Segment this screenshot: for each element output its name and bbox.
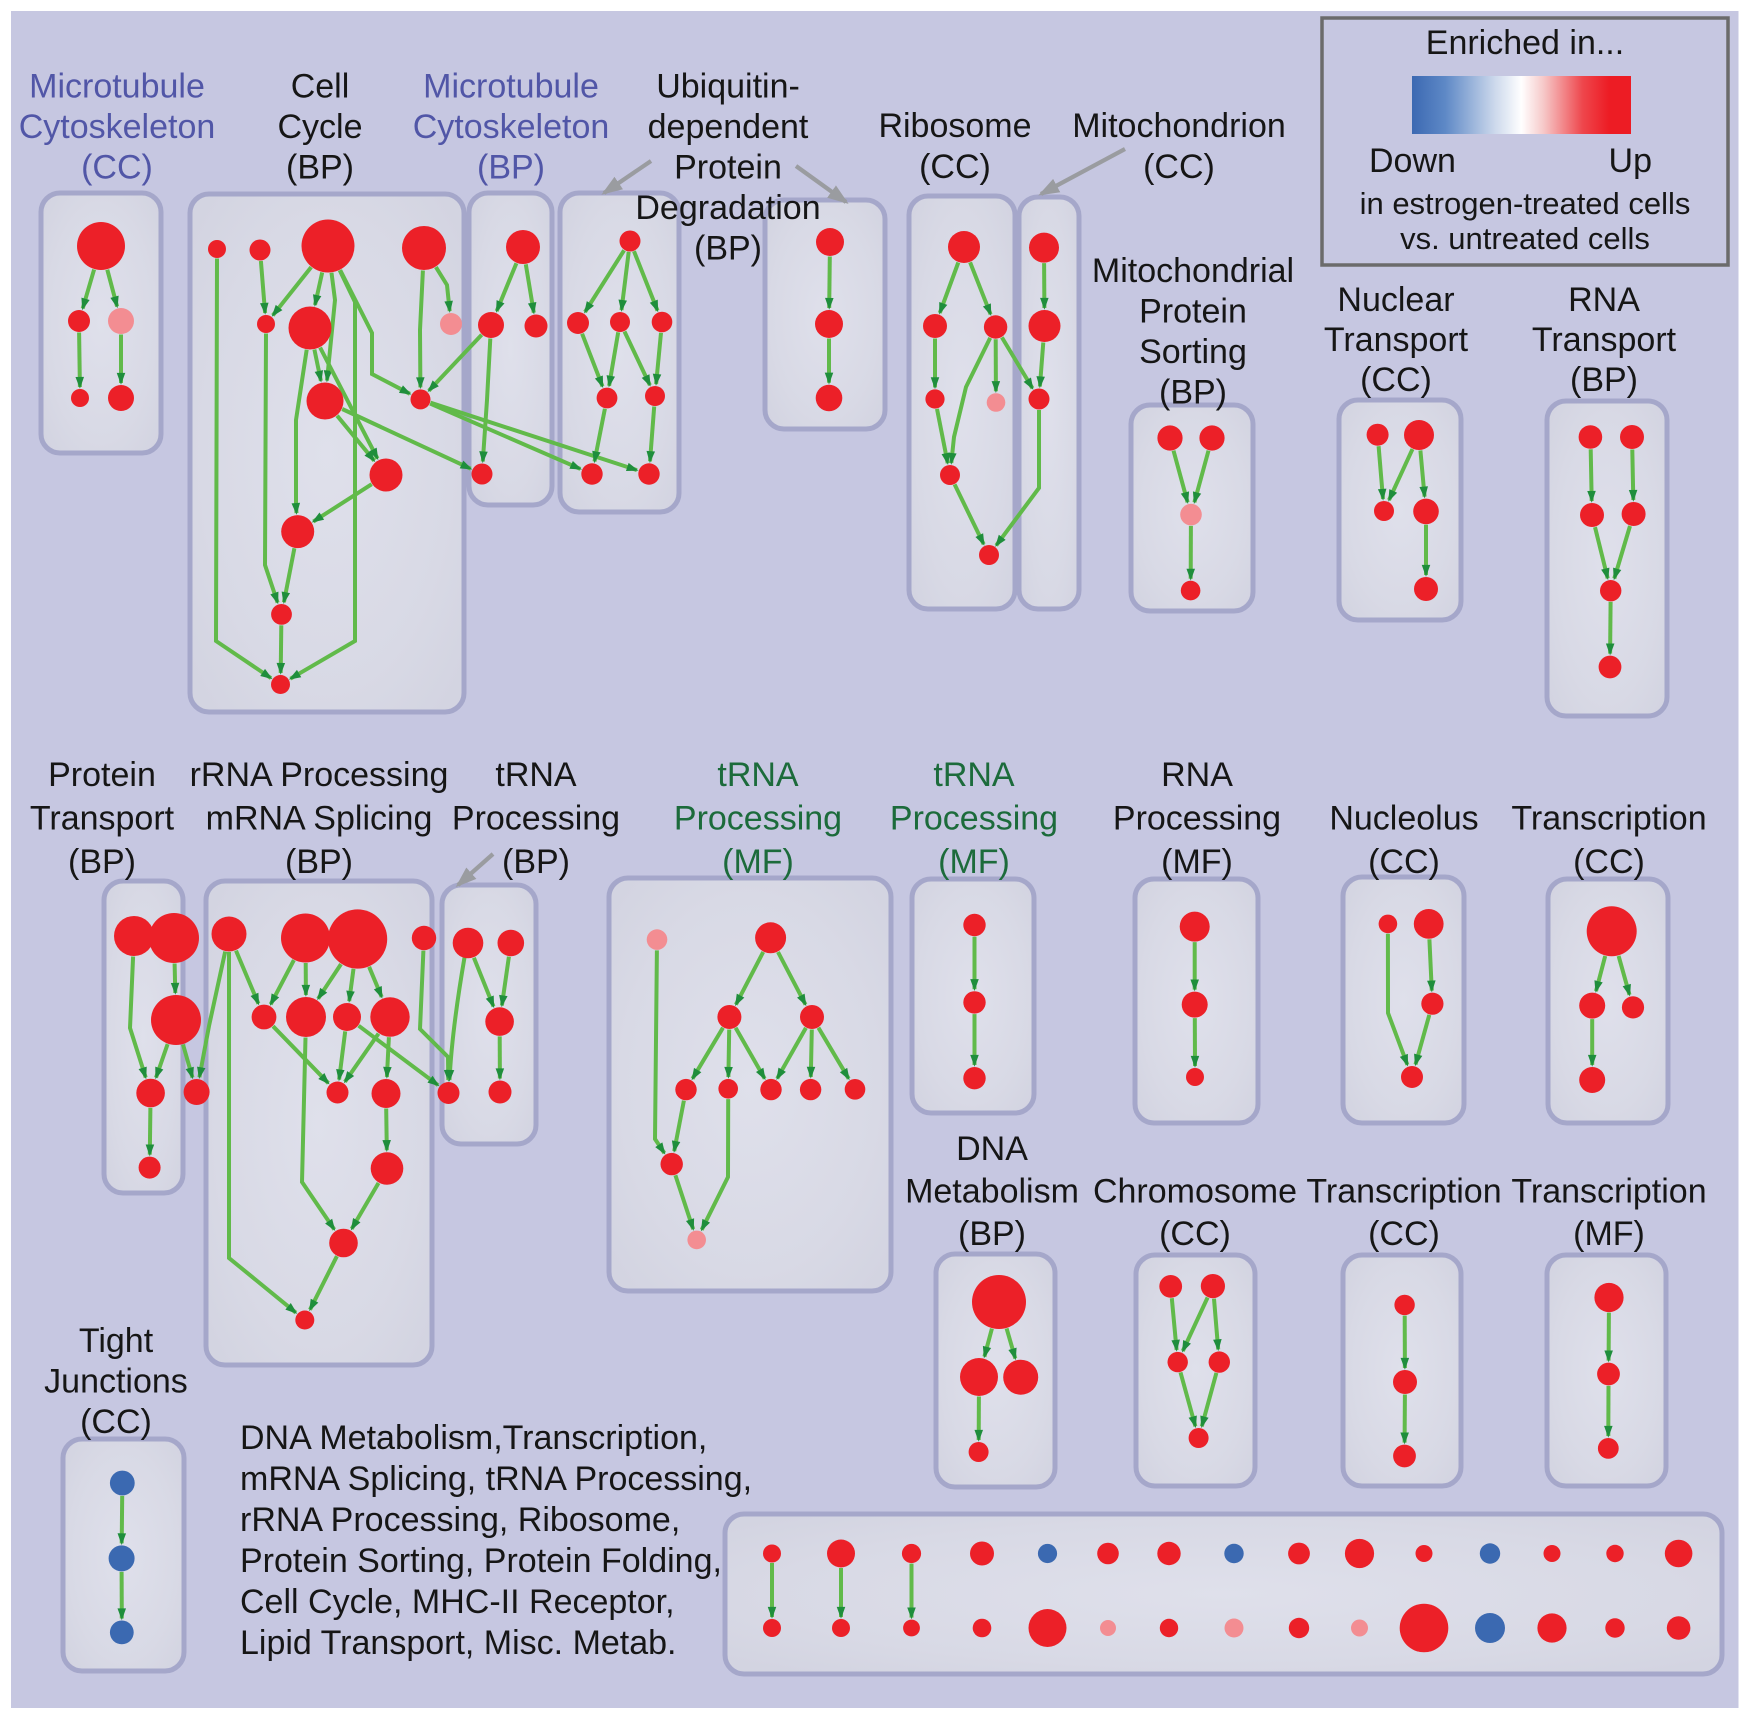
svg-text:Cycle: Cycle (277, 108, 362, 146)
svg-text:dependent: dependent (648, 108, 809, 146)
svg-text:Down: Down (1369, 142, 1456, 180)
svg-text:(BP): (BP) (68, 843, 136, 881)
svg-text:mRNA Splicing: mRNA Splicing (206, 800, 433, 838)
svg-text:(CC): (CC) (80, 1403, 152, 1441)
svg-text:Cell: Cell (291, 68, 350, 106)
svg-text:Processing: Processing (452, 800, 620, 838)
svg-text:Nucleolus: Nucleolus (1329, 800, 1478, 838)
svg-text:mRNA Splicing, tRNA Processing: mRNA Splicing, tRNA Processing, (240, 1460, 752, 1498)
svg-text:Mitochondrial: Mitochondrial (1092, 252, 1294, 290)
svg-text:Cytoskeleton: Cytoskeleton (19, 108, 216, 146)
svg-text:Enriched in...: Enriched in... (1426, 24, 1624, 62)
svg-text:tRNA: tRNA (933, 756, 1015, 794)
svg-text:(CC): (CC) (81, 149, 153, 187)
svg-text:tRNA: tRNA (495, 756, 577, 794)
svg-text:Mitochondrion: Mitochondrion (1072, 107, 1286, 145)
svg-text:Nuclear: Nuclear (1337, 281, 1454, 319)
svg-text:Processing: Processing (674, 800, 842, 838)
svg-text:(BP): (BP) (958, 1215, 1026, 1253)
svg-text:(MF): (MF) (1573, 1215, 1645, 1253)
svg-text:(BP): (BP) (285, 843, 353, 881)
svg-text:(MF): (MF) (938, 843, 1010, 881)
svg-text:(BP): (BP) (694, 230, 762, 268)
svg-text:Transport: Transport (1532, 321, 1677, 359)
svg-text:Protein: Protein (48, 756, 156, 794)
svg-text:Processing: Processing (890, 800, 1058, 838)
svg-text:(BP): (BP) (477, 149, 545, 187)
svg-text:Transcription: Transcription (1511, 1173, 1706, 1211)
svg-text:Ribosome: Ribosome (878, 107, 1031, 145)
svg-text:Sorting: Sorting (1139, 333, 1247, 371)
svg-text:Cytoskeleton: Cytoskeleton (413, 108, 610, 146)
svg-text:vs. untreated cells: vs. untreated cells (1400, 221, 1650, 256)
svg-text:Microtubule: Microtubule (29, 68, 205, 106)
svg-text:RNA: RNA (1161, 756, 1233, 794)
svg-text:Degradation: Degradation (635, 189, 820, 227)
svg-text:Ubiquitin-: Ubiquitin- (656, 68, 800, 106)
svg-text:Junctions: Junctions (44, 1363, 188, 1401)
svg-text:(CC): (CC) (1368, 1215, 1440, 1253)
svg-text:rRNA Processing: rRNA Processing (190, 756, 449, 794)
svg-text:(MF): (MF) (1161, 843, 1233, 881)
svg-text:Metabolism: Metabolism (905, 1173, 1079, 1211)
svg-text:(CC): (CC) (1360, 361, 1432, 399)
svg-text:Transport: Transport (30, 800, 175, 838)
svg-text:Protein: Protein (1139, 293, 1247, 331)
svg-text:(CC): (CC) (1368, 843, 1440, 881)
svg-text:Transcription: Transcription (1306, 1173, 1501, 1211)
svg-text:Cell Cycle, MHC-II Receptor,: Cell Cycle, MHC-II Receptor, (240, 1583, 675, 1621)
svg-text:(CC): (CC) (919, 148, 991, 186)
svg-text:(BP): (BP) (502, 843, 570, 881)
svg-text:Processing: Processing (1113, 800, 1281, 838)
svg-text:Microtubule: Microtubule (423, 68, 599, 106)
svg-text:Chromosome: Chromosome (1093, 1173, 1297, 1211)
svg-text:Up: Up (1609, 142, 1652, 180)
svg-text:tRNA: tRNA (717, 756, 799, 794)
svg-text:rRNA Processing, Ribosome,: rRNA Processing, Ribosome, (240, 1501, 680, 1539)
svg-text:Transcription: Transcription (1511, 800, 1706, 838)
svg-text:(MF): (MF) (722, 843, 794, 881)
svg-text:Transport: Transport (1324, 321, 1469, 359)
svg-text:in estrogen-treated cells: in estrogen-treated cells (1360, 186, 1691, 221)
svg-text:(BP): (BP) (1159, 374, 1227, 412)
svg-text:RNA: RNA (1568, 281, 1640, 319)
svg-text:Lipid Transport, Misc. Metab.: Lipid Transport, Misc. Metab. (240, 1624, 677, 1662)
svg-text:(BP): (BP) (286, 149, 354, 187)
svg-text:(CC): (CC) (1573, 843, 1645, 881)
svg-text:(CC): (CC) (1143, 148, 1215, 186)
svg-text:Protein: Protein (674, 149, 782, 187)
svg-text:DNA Metabolism,Transcription,: DNA Metabolism,Transcription, (240, 1419, 707, 1457)
svg-text:DNA: DNA (956, 1130, 1028, 1168)
svg-text:(CC): (CC) (1159, 1215, 1231, 1253)
svg-text:Protein Sorting, Protein Foldi: Protein Sorting, Protein Folding, (240, 1542, 722, 1580)
svg-text:(BP): (BP) (1570, 361, 1638, 399)
svg-text:Tight: Tight (79, 1322, 154, 1360)
